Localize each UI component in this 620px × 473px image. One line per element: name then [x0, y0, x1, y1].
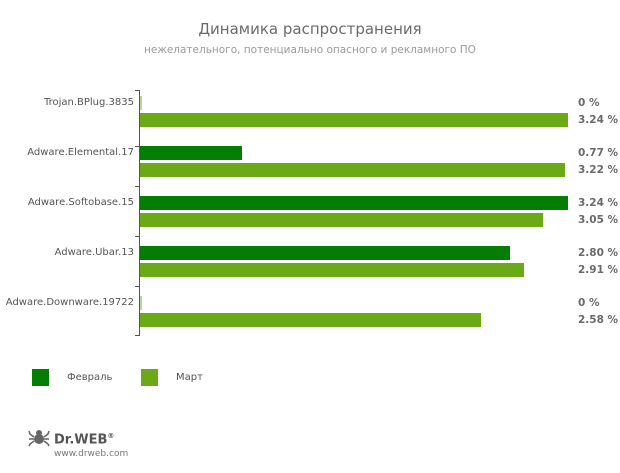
- value-label-mar: 2.91 %: [578, 264, 619, 276]
- value-label-feb: 0 %: [578, 97, 600, 109]
- bar-feb: [140, 146, 242, 160]
- value-label-mar: 3.22 %: [578, 164, 619, 176]
- value-label-feb: 3.24 %: [578, 197, 619, 209]
- axis-tick: [135, 186, 140, 187]
- bar-feb: [140, 296, 142, 310]
- bar-mar: [140, 263, 524, 277]
- bar-feb: [140, 196, 568, 210]
- axis-tick: [135, 335, 140, 336]
- value-label-feb: 2.80 %: [578, 247, 619, 259]
- category-label: Adware.Softobase.15: [27, 197, 134, 208]
- bar-feb: [140, 96, 142, 110]
- value-label-mar: 3.24 %: [578, 114, 619, 126]
- axis-tick: [135, 146, 140, 147]
- value-label-feb: 0.77 %: [578, 147, 619, 159]
- value-label-mar: 2.58 %: [578, 314, 619, 326]
- brand-url[interactable]: www.drweb.com: [54, 449, 129, 459]
- legend-swatch-mar: [141, 369, 158, 386]
- legend-label-mar: Март: [176, 372, 203, 383]
- spider-icon: [28, 430, 50, 447]
- value-label-mar: 3.05 %: [578, 214, 619, 226]
- category-label: Adware.Ubar.13: [54, 247, 134, 258]
- bar-mar: [140, 313, 481, 327]
- bar-mar: [140, 113, 568, 127]
- category-label: Adware.Downware.19722: [5, 297, 134, 308]
- axis-tick: [135, 90, 140, 91]
- legend-swatch-feb: [32, 369, 49, 386]
- chart-subtitle: нежелательного, потенциально опасного и …: [144, 44, 476, 56]
- brand-name: Dr.WEB®: [54, 432, 115, 448]
- bar-feb: [140, 246, 510, 260]
- axis-tick: [135, 236, 140, 237]
- bar-mar: [140, 163, 565, 177]
- bar-mar: [140, 213, 543, 227]
- chart-title: Динамика распространения: [198, 20, 422, 38]
- category-label: Adware.Elemental.17: [27, 147, 134, 158]
- category-label: Trojan.BPlug.3835: [43, 97, 134, 108]
- axis-tick: [135, 286, 140, 287]
- legend-label-feb: Февраль: [67, 372, 113, 383]
- y-axis: [139, 90, 140, 335]
- value-label-feb: 0 %: [578, 297, 600, 309]
